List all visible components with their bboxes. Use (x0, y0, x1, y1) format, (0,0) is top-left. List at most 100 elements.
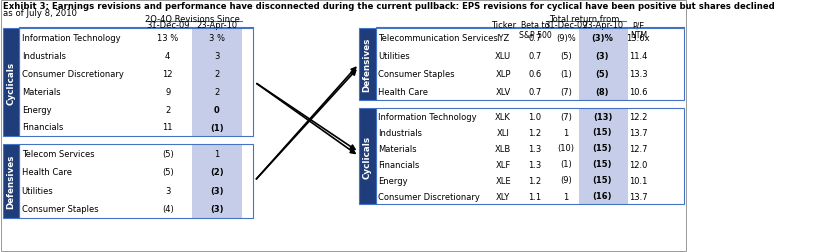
Text: 2Q-4Q Revisions Since: 2Q-4Q Revisions Since (145, 15, 239, 24)
Text: 13.6x: 13.6x (626, 33, 650, 42)
Text: Health Care: Health Care (378, 87, 428, 96)
Text: XLK: XLK (495, 112, 511, 121)
Text: 1.1: 1.1 (528, 192, 542, 201)
Text: 0.7: 0.7 (528, 51, 542, 60)
Text: 23-Apr-10: 23-Apr-10 (197, 21, 238, 30)
Text: Cyclicals: Cyclicals (7, 61, 16, 104)
Text: (1): (1) (210, 123, 224, 132)
Bar (2, 29, 19, 137)
Text: (1): (1) (560, 160, 572, 169)
Bar (2, 144, 19, 218)
Text: Materials: Materials (378, 144, 416, 153)
Bar (192, 29, 242, 137)
Text: 12: 12 (162, 69, 173, 78)
Text: (3)%: (3)% (592, 33, 613, 42)
Text: Defensives: Defensives (363, 38, 372, 92)
Text: 0.6: 0.6 (528, 69, 542, 78)
Text: (15): (15) (593, 128, 612, 137)
Text: 13.7: 13.7 (629, 128, 648, 137)
Text: XLY: XLY (496, 192, 510, 201)
Text: 1.3: 1.3 (528, 144, 542, 153)
Text: 3: 3 (165, 186, 170, 195)
Text: Beta to
S&P 500: Beta to S&P 500 (518, 21, 551, 40)
Text: Cyclicals: Cyclicals (363, 135, 372, 178)
Text: Energy: Energy (378, 176, 407, 185)
Bar (579, 29, 627, 101)
Text: 1.2: 1.2 (528, 128, 542, 137)
Text: (13): (13) (593, 112, 612, 121)
Text: 12.0: 12.0 (629, 160, 648, 169)
Text: (2): (2) (210, 168, 224, 177)
Text: 1: 1 (563, 192, 569, 201)
Text: Energy: Energy (21, 105, 51, 114)
Text: Materials: Materials (21, 87, 60, 96)
Text: (3): (3) (210, 204, 224, 213)
Text: (15): (15) (593, 176, 612, 185)
Text: Telecommunication Services: Telecommunication Services (378, 33, 498, 42)
Text: (8): (8) (596, 87, 609, 96)
Text: XLF: XLF (495, 160, 511, 169)
Text: 3: 3 (214, 51, 220, 60)
Text: Financials: Financials (21, 123, 63, 132)
Text: (4): (4) (162, 204, 174, 213)
Text: (5): (5) (596, 69, 609, 78)
Bar (375, 109, 684, 204)
Text: Utilities: Utilities (21, 186, 53, 195)
Text: 31-Dec-09: 31-Dec-09 (544, 21, 588, 30)
Text: (10): (10) (557, 144, 574, 153)
Text: 0.7: 0.7 (528, 33, 542, 42)
Text: (5): (5) (162, 168, 174, 177)
Text: Consumer Staples: Consumer Staples (378, 69, 454, 78)
Text: 1: 1 (563, 128, 569, 137)
Text: (3): (3) (596, 51, 609, 60)
Text: 12.2: 12.2 (629, 112, 648, 121)
Bar (192, 144, 242, 218)
Text: (15): (15) (593, 160, 612, 169)
Text: Exhibit 3: Earnings revisions and performance have disconnected during the curre: Exhibit 3: Earnings revisions and perfor… (2, 2, 774, 11)
Text: (9)%: (9)% (556, 33, 575, 42)
Bar (375, 29, 684, 101)
Text: Consumer Discretionary: Consumer Discretionary (21, 69, 123, 78)
Text: XLV: XLV (495, 87, 511, 96)
Text: 23-Apr-10: 23-Apr-10 (582, 21, 623, 30)
Text: Information Technology: Information Technology (378, 112, 477, 121)
Text: 9: 9 (165, 87, 170, 96)
Bar (359, 109, 375, 204)
Text: (7): (7) (560, 112, 572, 121)
Text: (9): (9) (560, 176, 572, 185)
Text: (16): (16) (593, 192, 612, 201)
Text: 0.7: 0.7 (528, 87, 542, 96)
Text: 4: 4 (165, 51, 170, 60)
Text: P/E
NTM: P/E NTM (630, 21, 647, 40)
Text: (5): (5) (162, 149, 174, 158)
Text: 3 %: 3 % (209, 33, 225, 42)
Text: 2: 2 (165, 105, 170, 114)
Text: 11: 11 (162, 123, 173, 132)
Text: 1.3: 1.3 (528, 160, 542, 169)
Bar (19, 144, 253, 218)
Bar (19, 29, 253, 137)
Text: Health Care: Health Care (21, 168, 72, 177)
Text: IYZ: IYZ (496, 33, 509, 42)
Text: as of July 8, 2010: as of July 8, 2010 (2, 9, 77, 18)
Text: 2: 2 (214, 69, 220, 78)
Text: XLP: XLP (495, 69, 511, 78)
Text: 12.7: 12.7 (629, 144, 648, 153)
Text: (5): (5) (560, 51, 572, 60)
Text: XLU: XLU (495, 51, 511, 60)
Text: Financials: Financials (378, 160, 420, 169)
Text: Total return from: Total return from (549, 15, 619, 24)
Text: 10.1: 10.1 (629, 176, 648, 185)
Text: 1.0: 1.0 (528, 112, 542, 121)
Text: Telecom Services: Telecom Services (21, 149, 95, 158)
Text: Defensives: Defensives (7, 154, 16, 208)
Text: XLE: XLE (495, 176, 511, 185)
Text: Utilities: Utilities (378, 51, 410, 60)
Text: (7): (7) (560, 87, 572, 96)
Text: (15): (15) (593, 144, 612, 153)
Text: 0: 0 (214, 105, 220, 114)
Text: 1: 1 (214, 149, 220, 158)
Text: 2: 2 (214, 87, 220, 96)
Text: Consumer Discretionary: Consumer Discretionary (378, 192, 480, 201)
Text: Information Technology: Information Technology (21, 33, 120, 42)
